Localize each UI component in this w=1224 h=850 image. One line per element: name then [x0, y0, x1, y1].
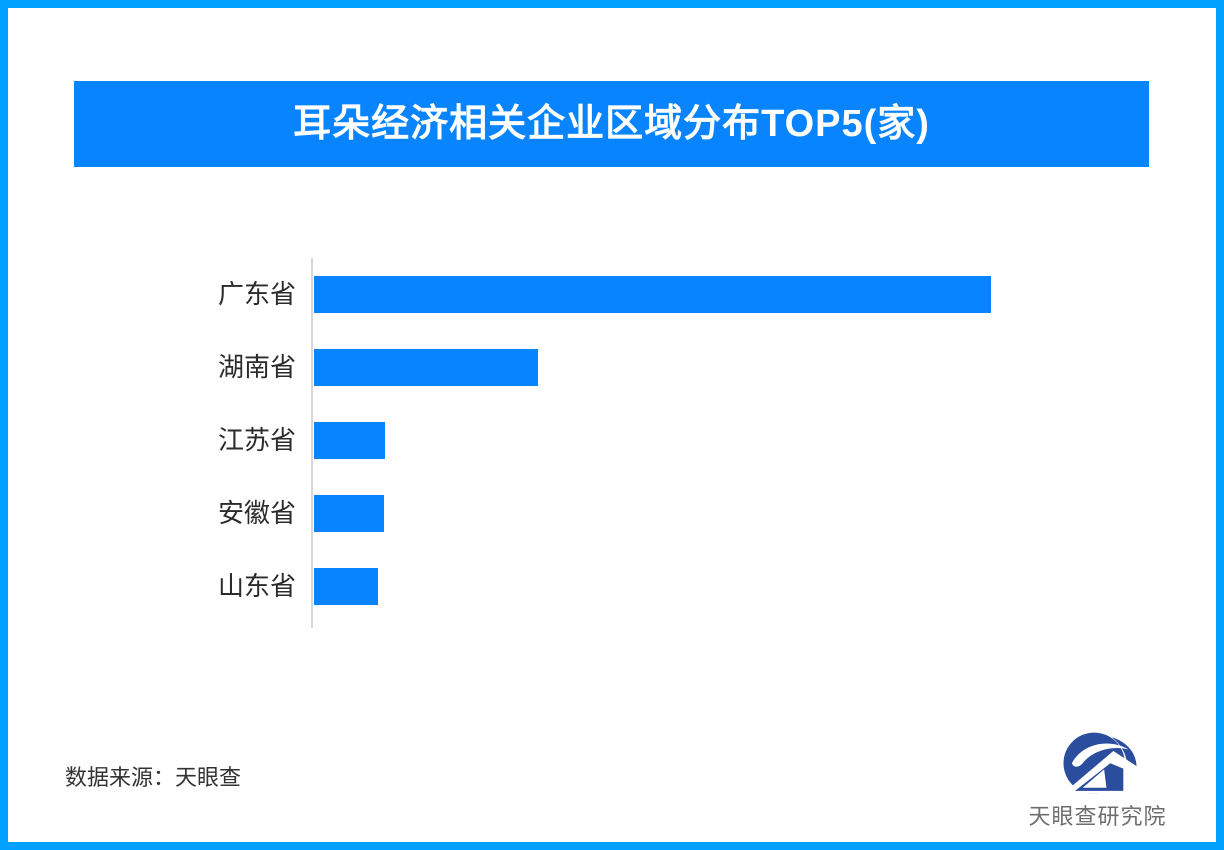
- title-banner: 耳朵经济相关企业区域分布TOP5(家): [74, 81, 1149, 167]
- chart-row: 湖南省: [0, 349, 1224, 386]
- chart-row: 江苏省: [0, 422, 1224, 459]
- category-label: 广东省: [217, 279, 296, 309]
- chart-row: 广东省: [0, 276, 1224, 313]
- chart-row: 山东省: [0, 568, 1224, 605]
- bar: [314, 276, 991, 313]
- bar: [314, 495, 384, 532]
- chart-row: 安徽省: [0, 495, 1224, 532]
- page-title: 耳朵经济相关企业区域分布TOP5(家): [293, 103, 930, 145]
- bar: [314, 349, 538, 386]
- category-label: 江苏省: [217, 425, 296, 455]
- y-axis-line: [311, 258, 313, 628]
- category-label: 湖南省: [217, 352, 296, 382]
- brand-logo-text: 天眼查研究院: [1028, 804, 1167, 829]
- category-label: 山东省: [217, 571, 296, 601]
- data-source-label: 数据来源：天眼查: [65, 765, 242, 790]
- tianyancha-eye-icon: [1062, 732, 1144, 794]
- bar: [314, 568, 378, 605]
- category-label: 安徽省: [217, 498, 296, 528]
- brand-logo: 天眼查研究院: [1015, 731, 1180, 831]
- bar: [314, 422, 385, 459]
